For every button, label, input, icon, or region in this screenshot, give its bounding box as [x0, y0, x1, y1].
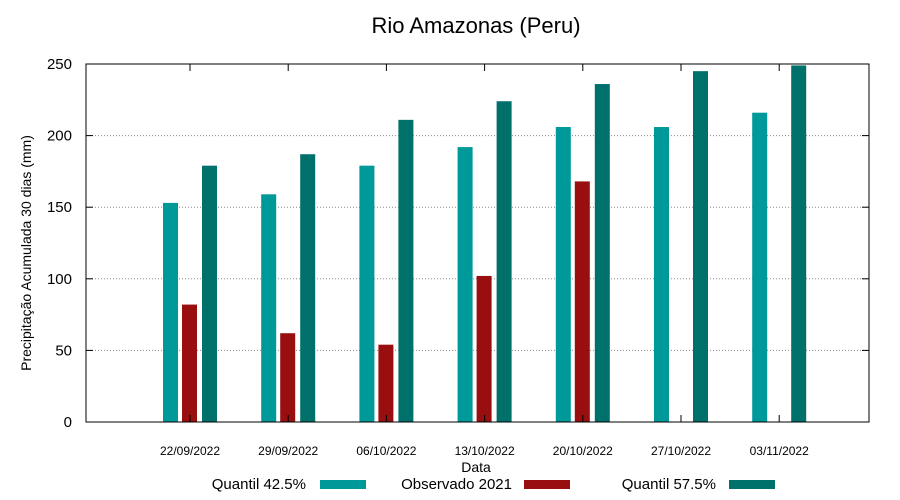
bar-1-4: [457, 147, 473, 422]
bar-3-4: [496, 101, 512, 423]
legend-swatch-1: [320, 480, 366, 489]
bar-3-2: [300, 154, 316, 422]
y-axis-label: Precipitação Acumulada 30 dias (mm): [18, 135, 34, 371]
bar-1-3: [359, 165, 375, 422]
legend-label-1: Quantil 42.5%: [212, 476, 306, 493]
bar-1-6: [654, 127, 669, 423]
bar-3-5: [594, 84, 610, 422]
legend-swatch-2: [524, 480, 570, 489]
bar-2-3: [378, 344, 394, 422]
x-tick-label: 27/10/2022: [651, 444, 711, 458]
x-axis: 22/09/2022 29/09/2022 06/10/2022 13/10/2022…: [160, 64, 809, 458]
y-tick-label: 200: [47, 128, 72, 145]
x-axis-label: Data: [461, 459, 491, 475]
bar-3-6: [693, 71, 708, 422]
y-axis: 0 50 100 150 200 250: [47, 56, 869, 431]
y-tick-label: 150: [47, 199, 72, 216]
bar-1-2: [261, 194, 277, 422]
bar-1-7: [752, 112, 768, 423]
legend-label-3: Quantil 57.5%: [622, 476, 716, 493]
chart-title: Rio Amazonas (Peru): [371, 13, 580, 38]
bar-2-2: [280, 333, 296, 422]
y-tick-label: 100: [47, 271, 72, 288]
y-tick-label: 50: [55, 342, 72, 359]
plot-frame: [85, 63, 870, 423]
bar-1-5: [555, 127, 571, 423]
x-tick-label: 22/09/2022: [160, 444, 220, 458]
bar-1-1: [163, 202, 178, 422]
x-tick-label: 13/10/2022: [455, 444, 515, 458]
bar-3-1: [202, 165, 217, 422]
legend-swatch-3: [729, 480, 775, 489]
x-tick-label: 03/11/2022: [750, 444, 809, 458]
bar-2-1: [182, 304, 197, 422]
y-tick-label: 0: [64, 414, 72, 431]
x-tick-label: 29/09/2022: [258, 444, 318, 458]
x-tick-label: 06/10/2022: [356, 444, 416, 458]
legend-label-2: Observado 2021: [401, 476, 512, 493]
legend: Quantil 42.5% Observado 2021 Quantil 57.5%: [212, 476, 775, 493]
x-tick-label: 20/10/2022: [553, 444, 613, 458]
y-tick-label: 250: [47, 56, 72, 73]
bar-3-3: [398, 119, 414, 423]
bar-2-4: [476, 275, 492, 422]
bars: [163, 65, 807, 423]
bar-3-7: [791, 65, 807, 422]
bar-2-5: [574, 181, 590, 422]
